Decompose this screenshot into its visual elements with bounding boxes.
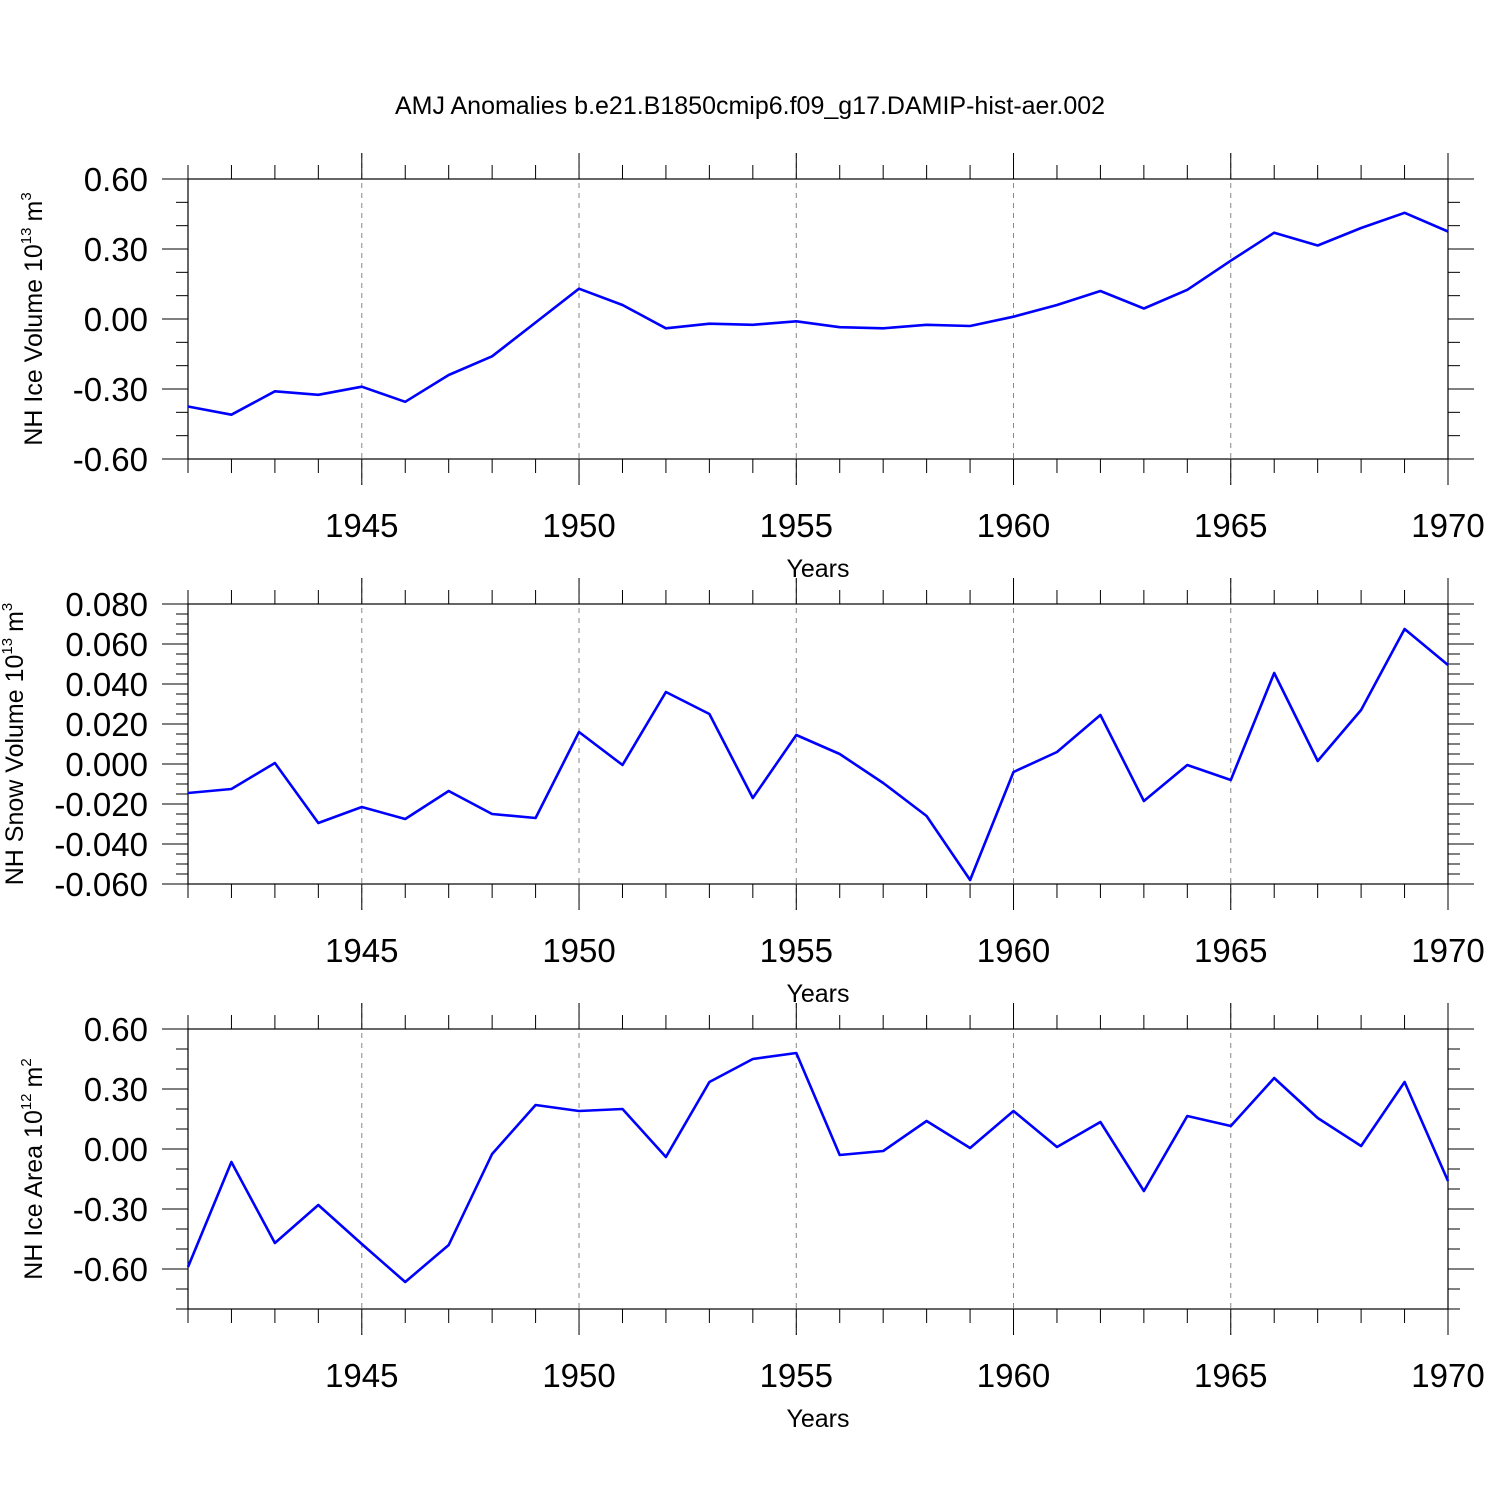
y-tick-label: -0.020 xyxy=(54,786,148,823)
x-tick-label: 1950 xyxy=(542,507,615,544)
x-tick-label: 1970 xyxy=(1411,1357,1484,1394)
x-tick-label: 1950 xyxy=(542,932,615,969)
y-tick-label: -0.30 xyxy=(73,371,148,408)
y-axis-label: NH Ice Volume 1013m3 xyxy=(18,192,48,445)
y-tick-label: 0.020 xyxy=(65,706,148,743)
y-tick-label: -0.60 xyxy=(73,1251,148,1288)
x-tick-label: 1970 xyxy=(1411,932,1484,969)
y-tick-label: 0.060 xyxy=(65,626,148,663)
x-tick-label: 1945 xyxy=(325,507,398,544)
y-tick-label: -0.060 xyxy=(54,866,148,903)
x-tick-label: 1955 xyxy=(760,1357,833,1394)
x-tick-label: 1945 xyxy=(325,932,398,969)
panel-3: -0.60 -0.30 0.00 0.30 0.60 1945 1950 1955 1960 19… xyxy=(18,1003,1485,1433)
x-tick-label: 1965 xyxy=(1194,932,1267,969)
panel-2: -0.060-0.040-0.0200.0000.0200.0400.0600.… xyxy=(0,578,1485,1008)
x-tick-label: 1965 xyxy=(1194,507,1267,544)
x-axis-label: Years xyxy=(786,1405,849,1433)
x-axis-label: Years xyxy=(786,555,849,583)
x-tick-label: 1970 xyxy=(1411,507,1484,544)
chart-title: AMJ Anomalies b.e21.B1850cmip6.f09_g17.D… xyxy=(395,92,1105,120)
y-tick-label: -0.040 xyxy=(54,826,148,863)
y-tick-label: 0.30 xyxy=(84,231,148,268)
y-tick-label: -0.60 xyxy=(73,441,148,478)
panels: -0.60 -0.30 0.00 0.30 0.60 1945 1950 1955 1960 19… xyxy=(0,153,1485,1433)
y-tick-label: -0.30 xyxy=(73,1191,148,1228)
y-tick-label: 0.040 xyxy=(65,666,148,703)
x-tick-label: 1955 xyxy=(760,932,833,969)
y-axis-label: NH Ice Area 1012m2 xyxy=(18,1058,48,1279)
y-tick-label: 0.60 xyxy=(84,1011,148,1048)
series-line xyxy=(187,627,1449,882)
x-tick-label: 1960 xyxy=(977,932,1050,969)
x-tick-label: 1960 xyxy=(977,507,1050,544)
x-tick-label: 1950 xyxy=(542,1357,615,1394)
y-tick-label: 0.080 xyxy=(65,586,148,623)
plot-frame xyxy=(187,178,1449,460)
y-tick-label: 0.000 xyxy=(65,746,148,783)
series-line xyxy=(187,211,1449,417)
series-line xyxy=(186,1051,1450,1284)
panel-1: -0.60 -0.30 0.00 0.30 0.60 1945 1950 1955 1960 19… xyxy=(18,153,1485,583)
y-tick-label: 0.00 xyxy=(84,301,148,338)
y-tick-label: 0.30 xyxy=(84,1071,148,1108)
y-axis-label: NH Snow Volume 1013m3 xyxy=(0,603,29,886)
x-axis-label: Years xyxy=(786,980,849,1008)
x-tick-label: 1965 xyxy=(1194,1357,1267,1394)
x-tick-label: 1945 xyxy=(325,1357,398,1394)
x-tick-label: 1955 xyxy=(760,507,833,544)
plot-frame xyxy=(187,1028,1449,1310)
y-tick-label: 0.60 xyxy=(84,161,148,198)
x-tick-label: 1960 xyxy=(977,1357,1050,1394)
y-tick-label: 0.00 xyxy=(84,1131,148,1168)
